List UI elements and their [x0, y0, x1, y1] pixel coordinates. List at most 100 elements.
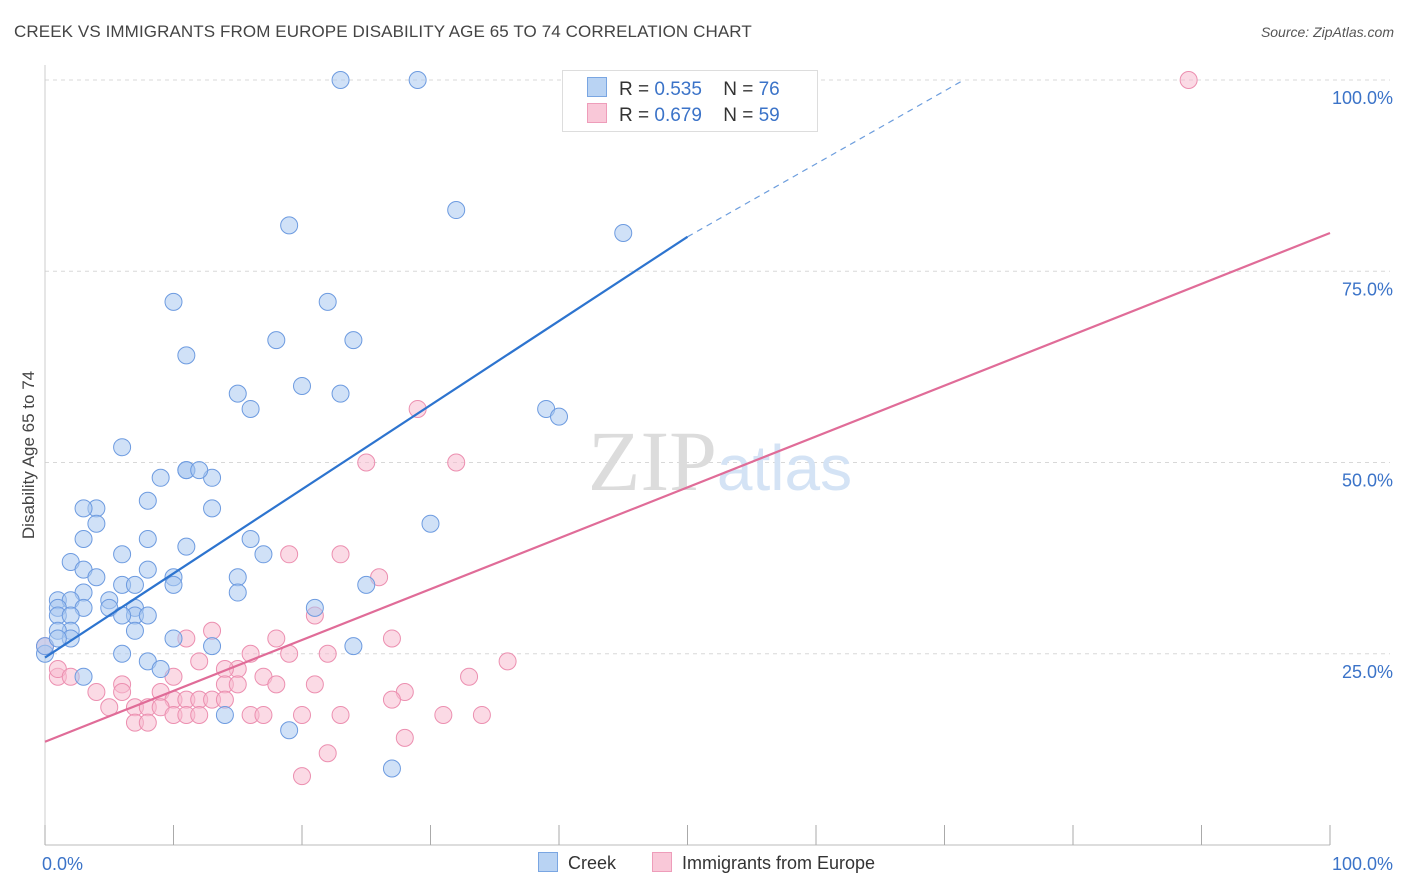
creek-points [36, 71, 633, 778]
legend-row-europe: R = 0.679 N = 59 [587, 103, 780, 126]
europe-point [138, 713, 157, 732]
creek-point [228, 568, 247, 587]
europe-point [318, 744, 337, 763]
creek-point [138, 560, 157, 579]
creek-point [190, 461, 209, 480]
creek-point [357, 575, 376, 594]
creek-point [331, 71, 350, 89]
y-tick-label: 25.0% [1342, 662, 1393, 682]
creek-point [138, 606, 157, 625]
watermark-zip: ZIP [588, 413, 717, 509]
creek-point [113, 545, 132, 564]
creek-point [177, 346, 196, 365]
creek-legend-label: Creek [568, 853, 617, 873]
europe-point [190, 705, 209, 724]
europe-n-label: N = [723, 105, 754, 126]
europe-point [395, 728, 414, 747]
creek-point [203, 637, 222, 656]
creek-point [125, 575, 144, 594]
europe-point [215, 690, 234, 709]
creek-n-value: 76 [758, 79, 780, 100]
creek-point [151, 660, 170, 679]
axes [44, 65, 1331, 846]
creek-point [74, 530, 93, 548]
legend-item-europe[interactable]: Immigrants from Europe [652, 852, 875, 874]
europe-point [254, 705, 273, 724]
europe-point [228, 675, 247, 694]
watermark-atlas: atlas [717, 432, 852, 504]
creek-point [228, 384, 247, 403]
creek-point [293, 377, 311, 395]
trend-lines [44, 79, 1331, 743]
europe-point [331, 545, 350, 564]
creek-point [550, 407, 568, 426]
europe-point [498, 652, 517, 671]
europe-point [1179, 71, 1198, 89]
creek-point [408, 71, 427, 89]
creek-point [331, 384, 350, 403]
grid-lines [45, 79, 1390, 655]
creek-point [48, 629, 67, 648]
creek-point [280, 216, 299, 235]
europe-point [267, 675, 286, 694]
europe-point [293, 705, 311, 724]
europe-legend-swatch [652, 852, 672, 872]
y-tick-label: 100.0% [1332, 88, 1393, 108]
europe-point [267, 629, 286, 648]
x-tick-label: 0.0% [42, 854, 83, 874]
creek-point [138, 530, 157, 548]
creek-point [421, 514, 440, 533]
europe-r-value: 0.679 [654, 105, 702, 126]
creek-point [61, 606, 80, 625]
creek-point [113, 438, 132, 457]
creek-point [164, 629, 183, 648]
europe-swatch [587, 103, 607, 123]
creek-point [305, 598, 324, 617]
europe-point [87, 683, 106, 701]
legend-row-creek: R = 0.535 N = 76 [587, 77, 780, 100]
europe-point [331, 705, 350, 724]
creek-point [151, 468, 170, 487]
creek-point [267, 331, 286, 350]
creek-point [254, 545, 273, 564]
legend-item-creek[interactable]: Creek [538, 852, 616, 874]
watermark: ZIPatlas [588, 413, 852, 509]
europe-point [382, 629, 401, 648]
creek-trend-line [44, 235, 689, 659]
creek-trend-extension [687, 79, 965, 238]
europe-point [434, 705, 453, 724]
creek-point [280, 721, 299, 740]
creek-point [228, 583, 247, 602]
europe-point [382, 690, 401, 709]
europe-r-label: R = [619, 105, 650, 126]
creek-point [113, 644, 132, 663]
europe-point [280, 545, 299, 564]
europe-point [305, 675, 324, 694]
creek-point [138, 491, 157, 510]
correlation-legend: R = 0.535 N = 76 R = 0.679 N = 59 [562, 70, 818, 132]
source-label: Source: ZipAtlas.com [1260, 24, 1394, 40]
europe-point [357, 453, 376, 472]
creek-point [177, 537, 196, 556]
europe-trend-line [44, 231, 1331, 743]
creek-point [74, 499, 93, 518]
europe-point [190, 652, 209, 671]
creek-point [614, 224, 633, 242]
creek-point [447, 201, 466, 220]
creek-point [113, 606, 132, 625]
creek-n-label: N = [723, 79, 754, 100]
europe-point [447, 453, 466, 472]
europe-point [460, 667, 479, 686]
europe-point [293, 767, 311, 786]
chart-title: CREEK VS IMMIGRANTS FROM EUROPE DISABILI… [14, 22, 752, 41]
europe-point [318, 644, 337, 663]
creek-point [74, 667, 93, 686]
creek-point [241, 399, 260, 418]
tick-labels: 25.0% 50.0% 75.0% 100.0% 0.0% 100.0% [42, 88, 1393, 874]
europe-n-value: 59 [758, 105, 780, 126]
creek-point [164, 575, 183, 594]
creek-point [318, 292, 337, 311]
creek-point [87, 514, 106, 533]
europe-legend-label: Immigrants from Europe [682, 853, 876, 873]
